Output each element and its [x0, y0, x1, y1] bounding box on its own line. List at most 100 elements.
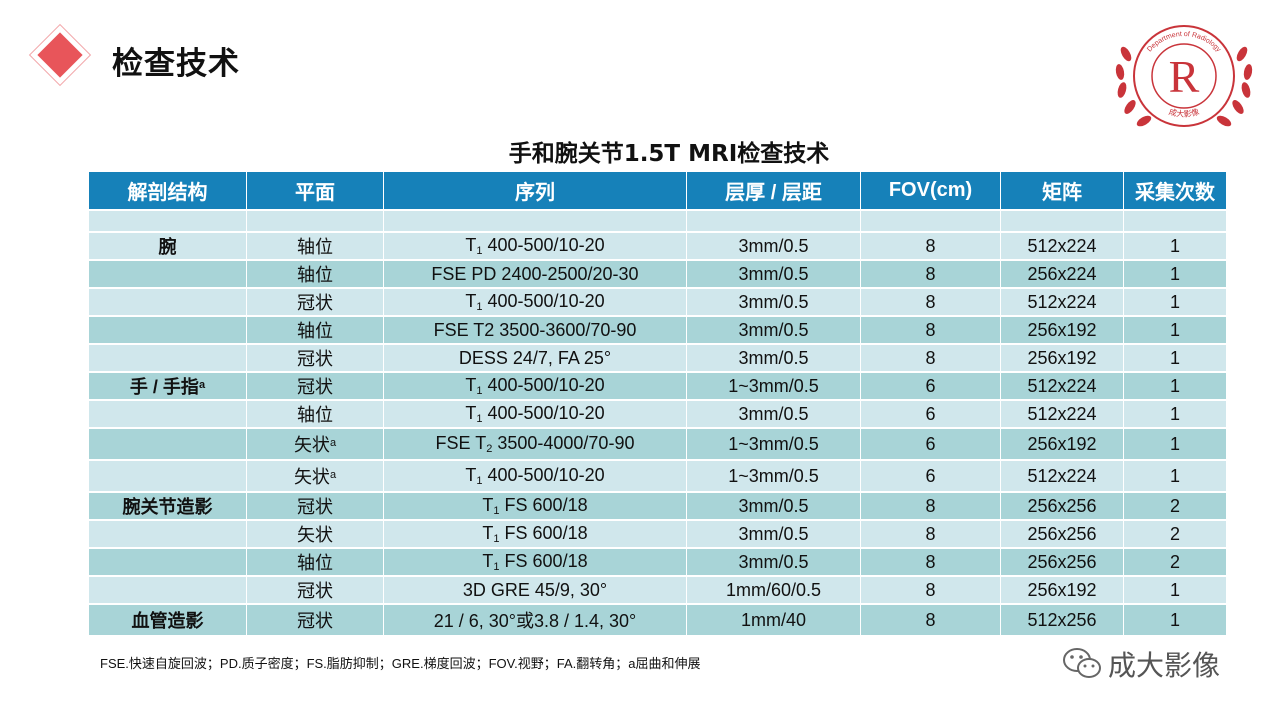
cell-anatomy [88, 259, 247, 288]
cell-matrix: 256x192 [1000, 343, 1124, 372]
cell-plane: 冠状 [246, 491, 384, 520]
cell-sequence: T1 FS 600/18 [383, 547, 687, 576]
cell-thickness: 1~3mm/0.5 [686, 427, 861, 460]
cell-sequence: T1 FS 600/18 [383, 519, 687, 548]
table-row: 矢状a T1 400-500/10-20 1~3mm/0.5 6 512x224 1 [88, 459, 1227, 492]
cell-sequence: DESS 24/7, FA 25° [383, 343, 687, 372]
cell-anatomy [88, 575, 247, 604]
cell-sequence: T1 400-500/10-20 [383, 459, 687, 492]
cell-thickness: 3mm/0.5 [686, 343, 861, 372]
table-row: 冠状 3D GRE 45/9, 30° 1mm/60/0.5 8 256x192 1 [88, 575, 1227, 604]
table-row: 冠状 DESS 24/7, FA 25° 3mm/0.5 8 256x192 1 [88, 343, 1227, 372]
table-row: 血管造影 冠状 21 / 6, 30°或3.8 / 1.4, 30° 1mm/40 8 5… [88, 603, 1227, 635]
table-title: 手和腕关节1.5T MRI检查技术 [508, 141, 830, 167]
footnote-marker: a [329, 469, 337, 481]
cell-plane: 矢状a [246, 459, 384, 492]
cell-fov: 6 [860, 459, 1001, 492]
cell-matrix: 256x192 [1000, 575, 1124, 604]
cell-fov: 8 [860, 603, 1001, 635]
cell-sequence: T1 400-500/10-20 [383, 371, 687, 400]
table-body: 腕轴位 T1 400-500/10-20 3mm/0.5 8 512x224 1 轴位 FSE… [88, 209, 1227, 635]
cell-nex: 2 [1123, 547, 1227, 576]
cell-plane: 矢状 [246, 519, 384, 548]
cell-fov: 6 [860, 399, 1001, 428]
cell-anatomy [88, 519, 247, 548]
cell-matrix: 512x224 [1000, 371, 1124, 400]
cell-thickness: 3mm/0.5 [686, 287, 861, 316]
table-row: 矢状a FSE T2 3500-4000/70-90 1~3mm/0.5 6 256x1… [88, 427, 1227, 460]
footnote-marker: a [329, 437, 337, 449]
table-row: 腕关节造影 冠状 T1 FS 600/18 3mm/0.5 8 256x256 2 [88, 491, 1227, 520]
cell-nex: 1 [1123, 603, 1227, 635]
title-diamond-icon [37, 32, 83, 78]
table-row: 冠状 T1 400-500/10-20 3mm/0.5 8 512x224 1 [88, 287, 1227, 316]
watermark-text: 成大影像 [1108, 649, 1221, 682]
cell-plane: 轴位 [246, 259, 384, 288]
svg-text:成大影像: 成大影像 [1168, 106, 1201, 119]
cell-anatomy: 腕 [88, 231, 247, 260]
cell-fov: 8 [860, 575, 1001, 604]
cell-plane: 轴位 [246, 399, 384, 428]
cell-anatomy: 血管造影 [88, 603, 247, 635]
cell-nex: 2 [1123, 519, 1227, 548]
cell-anatomy: 手 / 手指a [88, 371, 247, 400]
cell-plane: 矢状a [246, 427, 384, 460]
cell-fov: 8 [860, 259, 1001, 288]
cell-plane: 冠状 [246, 575, 384, 604]
col-header-anatomy: 解剖结构 [88, 171, 247, 211]
table-row: 轴位 FSE PD 2400-2500/20-30 3mm/0.5 8 256x224 1 [88, 259, 1227, 288]
table-row: 手 / 手指a 冠状 T1 400-500/10-20 1~3mm/0.5 6 512x2… [88, 371, 1227, 400]
cell-thickness: 1mm/40 [686, 603, 861, 635]
cell-anatomy: 腕关节造影 [88, 491, 247, 520]
watermark: 成大影像 [1062, 644, 1220, 684]
col-header-sequence: 序列 [383, 171, 687, 211]
cell-matrix: 512x224 [1000, 287, 1124, 316]
cell-plane: 冠状 [246, 343, 384, 372]
table-row: 轴位 T1 400-500/10-20 3mm/0.5 6 512x224 1 [88, 399, 1227, 428]
cell-fov: 8 [860, 547, 1001, 576]
cell-anatomy [88, 547, 247, 576]
table-row: 腕轴位 T1 400-500/10-20 3mm/0.5 8 512x224 1 [88, 231, 1227, 260]
cell-nex: 1 [1123, 459, 1227, 492]
cell-anatomy [88, 315, 247, 344]
col-header-fov: FOV(cm) [860, 171, 1001, 211]
cell-matrix: 256x192 [1000, 427, 1124, 460]
cell-matrix: 512x224 [1000, 399, 1124, 428]
cell-nex: 1 [1123, 427, 1227, 460]
cell-plane: 冠状 [246, 287, 384, 316]
cell-fov: 8 [860, 491, 1001, 520]
col-header-nex: 采集次数 [1123, 171, 1227, 211]
col-header-thickness: 层厚 / 层距 [686, 171, 861, 211]
cell-matrix: 256x192 [1000, 315, 1124, 344]
cell-matrix: 256x224 [1000, 259, 1124, 288]
cell-thickness: 3mm/0.5 [686, 315, 861, 344]
cell-plane: 冠状 [246, 371, 384, 400]
table-row: 轴位 FSE T2 3500-3600/70-90 3mm/0.5 8 256x192 1 [88, 315, 1227, 344]
cell-thickness: 3mm/0.5 [686, 259, 861, 288]
cell-nex: 1 [1123, 399, 1227, 428]
department-logo: R Department of Radiology 成大影像 [1115, 25, 1253, 127]
cell-matrix: 256x256 [1000, 519, 1124, 548]
cell-thickness: 3mm/0.5 [686, 399, 861, 428]
cell-thickness: 3mm/0.5 [686, 491, 861, 520]
cell-nex: 1 [1123, 575, 1227, 604]
cell-thickness: 1mm/60/0.5 [686, 575, 861, 604]
cell-anatomy [88, 399, 247, 428]
cell-sequence: T1 FS 600/18 [383, 491, 687, 520]
cell-sequence: T1 400-500/10-20 [383, 231, 687, 260]
cell-anatomy [88, 459, 247, 492]
cell-fov: 6 [860, 427, 1001, 460]
table-footnote: FSE.快速自旋回波；PD.质子密度；FS.脂肪抑制；GRE.梯度回波；FOV.… [100, 656, 701, 671]
cell-fov: 8 [860, 519, 1001, 548]
cell-sequence: 3D GRE 45/9, 30° [383, 575, 687, 604]
cell-matrix: 512x224 [1000, 231, 1124, 260]
wechat-icon [1063, 648, 1101, 678]
cell-fov: 8 [860, 315, 1001, 344]
cell-fov: 8 [860, 343, 1001, 372]
cell-nex: 1 [1123, 287, 1227, 316]
cell-nex: 1 [1123, 259, 1227, 288]
table-row: 轴位 T1 FS 600/18 3mm/0.5 8 256x256 2 [88, 547, 1227, 576]
cell-thickness: 1~3mm/0.5 [686, 371, 861, 400]
cell-sequence: 21 / 6, 30°或3.8 / 1.4, 30° [383, 603, 687, 635]
cell-anatomy [88, 427, 247, 460]
